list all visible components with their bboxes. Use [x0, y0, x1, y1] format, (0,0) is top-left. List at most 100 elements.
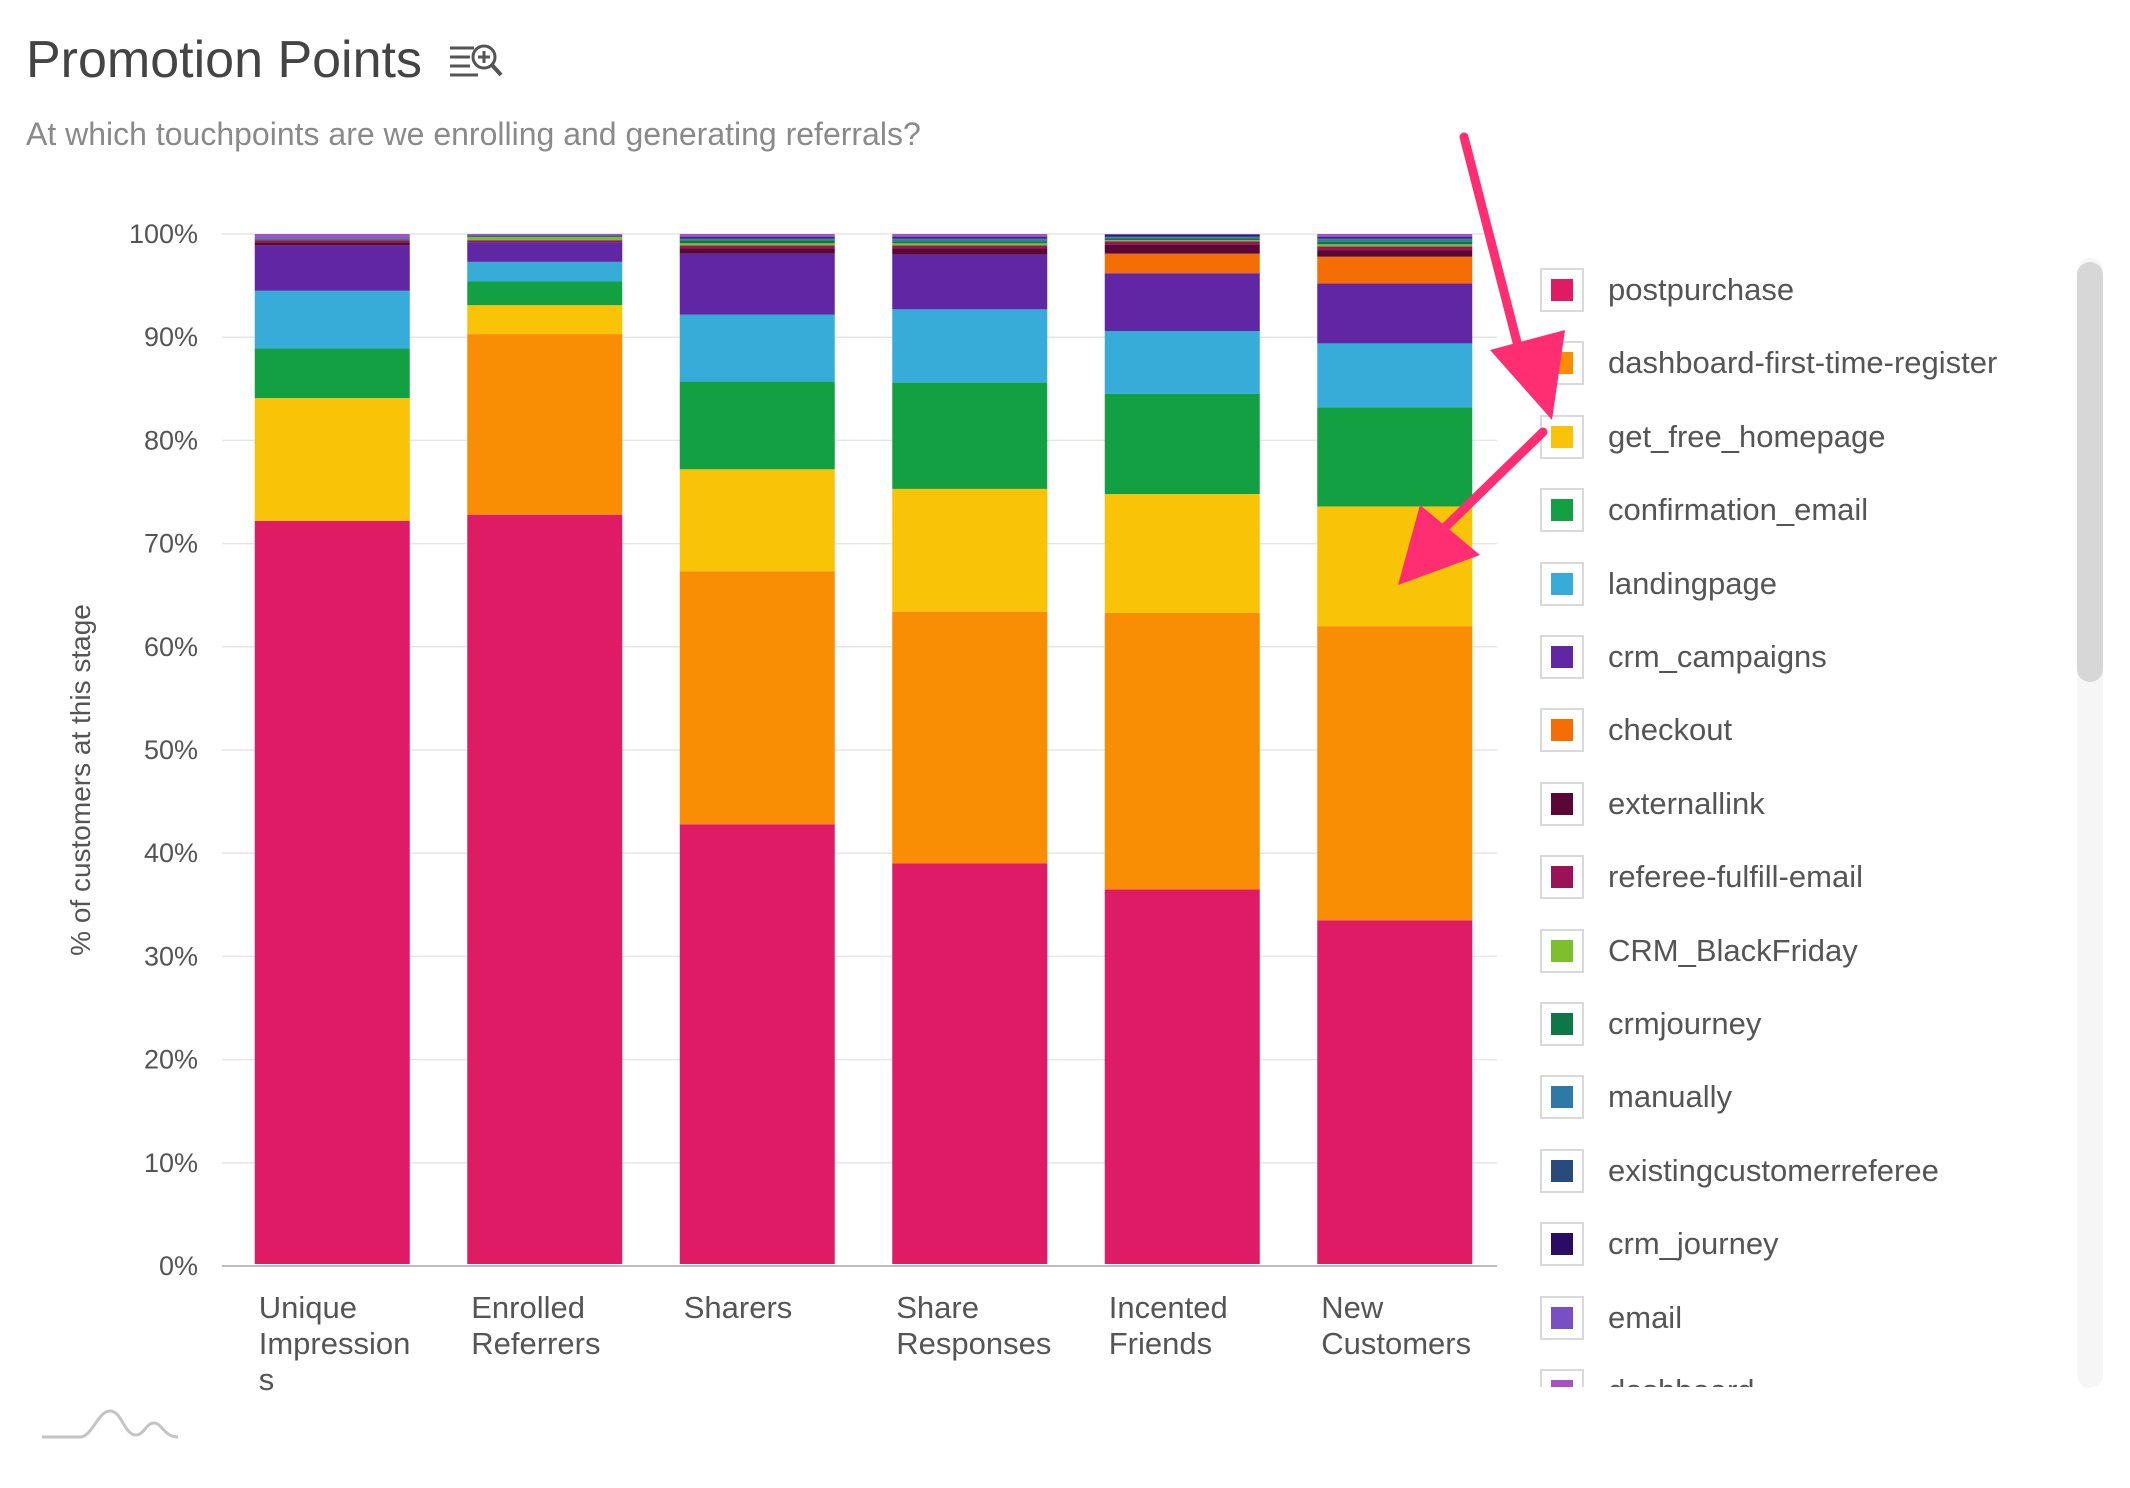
bar-segment[interactable] — [1104, 612, 1260, 890]
bar-segment[interactable] — [892, 248, 1048, 255]
bar-segment[interactable] — [679, 253, 835, 315]
bar-segment[interactable] — [892, 309, 1048, 383]
bar-segment[interactable] — [254, 348, 410, 399]
bar-segment[interactable] — [1104, 244, 1260, 254]
bar-segment[interactable] — [1317, 626, 1473, 921]
bar-segment[interactable] — [892, 254, 1048, 310]
bar-segment[interactable] — [679, 243, 835, 246]
legend-item[interactable]: crm_journey — [1540, 1219, 1779, 1269]
bar-segment[interactable] — [1104, 234, 1260, 236]
bar-segment[interactable] — [1104, 236, 1260, 238]
bar-segment[interactable] — [679, 239, 835, 241]
bar-segment[interactable] — [892, 237, 1048, 239]
bar-segment[interactable] — [892, 234, 1048, 237]
bar-segment[interactable] — [467, 281, 623, 306]
bar-segment[interactable] — [679, 824, 835, 1264]
bar-segment[interactable] — [1317, 237, 1473, 239]
legend-item[interactable]: crm_campaigns — [1540, 632, 1827, 682]
bar-segment[interactable] — [467, 261, 623, 282]
legend-item[interactable]: manually — [1540, 1072, 1732, 1122]
bar-segment[interactable] — [467, 305, 623, 335]
bar-segment[interactable] — [1104, 238, 1260, 241]
legend-item[interactable]: referee-fulfill-email — [1540, 852, 1863, 902]
bar-segment[interactable] — [892, 239, 1048, 242]
bar-segment[interactable] — [467, 334, 623, 515]
bar-segment[interactable] — [892, 488, 1048, 612]
bar-segment[interactable] — [1317, 238, 1473, 240]
legend-item[interactable]: externallink — [1540, 779, 1765, 829]
bar-segment[interactable] — [1104, 331, 1260, 394]
bar-segment[interactable] — [679, 381, 835, 470]
bar-segment[interactable] — [679, 236, 835, 238]
list-zoom-icon[interactable] — [448, 40, 504, 80]
bar-segment[interactable] — [254, 245, 410, 291]
bar-segment[interactable] — [1317, 246, 1473, 251]
legend-scrollbar-thumb[interactable] — [2077, 262, 2103, 682]
bar-segment[interactable] — [254, 234, 410, 238]
bar-segment[interactable] — [1104, 393, 1260, 495]
bar-segment[interactable] — [679, 314, 835, 382]
legend-item[interactable]: checkout — [1540, 705, 1732, 755]
bar-segment[interactable] — [892, 238, 1048, 240]
bar-segment[interactable] — [892, 611, 1048, 864]
bar-segment[interactable] — [1317, 407, 1473, 507]
bar-segment[interactable] — [1104, 240, 1260, 242]
bar-segment[interactable] — [679, 234, 835, 237]
bar-segment[interactable] — [892, 241, 1048, 244]
bar-segment[interactable] — [254, 240, 410, 243]
bar-segment[interactable] — [467, 236, 623, 238]
bar-segment[interactable] — [254, 520, 410, 1264]
bar-segment[interactable] — [467, 237, 623, 241]
bar-segment[interactable] — [892, 243, 1048, 246]
bar-segment[interactable] — [1104, 241, 1260, 245]
bar-segment[interactable] — [467, 235, 623, 237]
bar-segment[interactable] — [1317, 241, 1473, 245]
bar-segment[interactable] — [679, 469, 835, 572]
bar-segment[interactable] — [467, 234, 623, 236]
legend-item[interactable]: dashboard — [1540, 1366, 1755, 1387]
bar-segment[interactable] — [1104, 273, 1260, 332]
legend-item[interactable]: crmjourney — [1540, 999, 1761, 1049]
legend-item[interactable]: get_free_homepage — [1540, 412, 1886, 462]
bar-segment[interactable] — [254, 398, 410, 521]
bar-segment[interactable] — [679, 571, 835, 825]
legend-item[interactable]: dashboard-first-time-register — [1540, 338, 1997, 388]
bar-segment[interactable] — [254, 238, 410, 240]
legend-item[interactable]: landingpage — [1540, 559, 1777, 609]
bar-segment[interactable] — [892, 863, 1048, 1264]
legend-item[interactable]: CRM_BlackFriday — [1540, 926, 1858, 976]
bar-segment[interactable] — [254, 290, 410, 349]
bar-segment[interactable] — [892, 245, 1048, 249]
bar-segment[interactable] — [1317, 234, 1473, 237]
bar-segment[interactable] — [1317, 256, 1473, 284]
bar-segment[interactable] — [1317, 236, 1473, 238]
bar-segment[interactable] — [679, 245, 835, 249]
bar-segment[interactable] — [1317, 506, 1473, 627]
bar-segment[interactable] — [254, 237, 410, 239]
bar-segment[interactable] — [1317, 920, 1473, 1264]
bar-segment[interactable] — [1104, 237, 1260, 239]
legend-item[interactable]: existingcustomerreferee — [1540, 1146, 1939, 1196]
bar-segment[interactable] — [892, 236, 1048, 238]
bar-segment[interactable] — [1104, 253, 1260, 274]
bar-segment[interactable] — [1317, 239, 1473, 242]
bar-segment[interactable] — [1317, 283, 1473, 344]
bar-segment[interactable] — [1104, 235, 1260, 237]
legend-item[interactable]: postpurchase — [1540, 265, 1794, 315]
bar-segment[interactable] — [1104, 494, 1260, 613]
bar-segment[interactable] — [254, 242, 410, 246]
legend-item[interactable]: email — [1540, 1293, 1682, 1343]
bar-segment[interactable] — [254, 239, 410, 241]
bar-segment[interactable] — [1317, 250, 1473, 257]
bar-segment[interactable] — [679, 240, 835, 244]
bar-segment[interactable] — [892, 382, 1048, 489]
bar-segment[interactable] — [467, 514, 623, 1264]
legend-item[interactable]: confirmation_email — [1540, 485, 1868, 535]
bar-segment[interactable] — [679, 238, 835, 240]
bar-segment[interactable] — [467, 241, 623, 243]
bar-segment[interactable] — [467, 242, 623, 262]
bar-segment[interactable] — [1104, 889, 1260, 1264]
bar-segment[interactable] — [1317, 343, 1473, 408]
bar-segment[interactable] — [467, 240, 623, 242]
bar-segment[interactable] — [679, 237, 835, 239]
